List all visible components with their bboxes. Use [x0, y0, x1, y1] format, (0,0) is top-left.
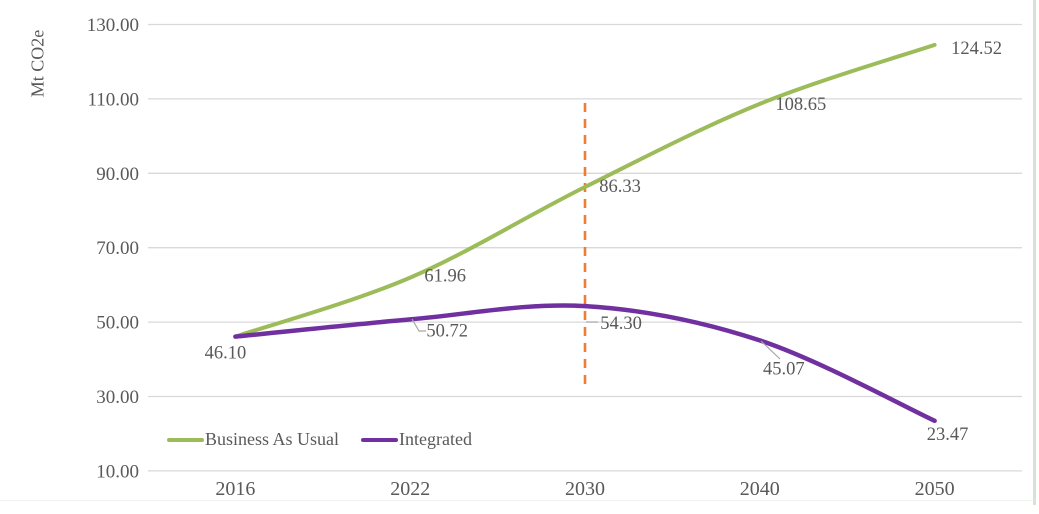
- legend-swatch-business-as-usual-icon: [167, 437, 204, 442]
- svg-text:50.00: 50.00: [96, 313, 139, 334]
- legend-label-business-as-usual: Business As Usual: [205, 429, 340, 449]
- series-line-business-as-usual[interactable]: [233, 42, 937, 339]
- svg-text:45.07: 45.07: [763, 359, 805, 379]
- slide-bottom-border: [0, 500, 1036, 501]
- svg-text:50.72: 50.72: [426, 321, 468, 341]
- svg-text:46.10: 46.10: [205, 344, 247, 364]
- legend: Business As Usual Integrated: [167, 429, 472, 450]
- svg-text:61.96: 61.96: [424, 267, 466, 287]
- svg-text:86.33: 86.33: [599, 177, 641, 197]
- svg-text:2016: 2016: [215, 478, 255, 500]
- svg-text:90.00: 90.00: [96, 164, 139, 185]
- legend-label-integrated: Integrated: [399, 429, 472, 449]
- svg-text:124.52: 124.52: [951, 39, 1002, 59]
- svg-text:130.00: 130.00: [87, 15, 139, 36]
- data-labels: 46.10 61.96 86.33 108.65 124.52 50.72 54.30 45.…: [205, 39, 1002, 445]
- x-axis-tick-labels: 2016 2022 2030 2040 2050: [215, 478, 954, 500]
- svg-text:110.00: 110.00: [87, 89, 139, 110]
- legend-item-business-as-usual[interactable]: Business As Usual: [167, 429, 339, 450]
- slide-right-border: [1033, 0, 1036, 505]
- svg-text:2022: 2022: [390, 478, 430, 500]
- svg-text:70.00: 70.00: [96, 238, 139, 259]
- data-label-leader-lines: [411, 318, 781, 360]
- svg-text:2030: 2030: [565, 478, 605, 500]
- svg-text:108.65: 108.65: [775, 95, 826, 115]
- svg-text:2050: 2050: [915, 478, 955, 500]
- series-line-integrated[interactable]: [233, 303, 937, 424]
- legend-swatch-integrated-icon: [361, 437, 399, 442]
- svg-text:2040: 2040: [740, 478, 780, 500]
- svg-text:30.00: 30.00: [96, 387, 139, 408]
- svg-text:54.30: 54.30: [600, 314, 642, 334]
- svg-text:23.47: 23.47: [927, 425, 969, 445]
- y-axis-tick-labels: 130.00 110.00 90.00 70.00 50.00 30.00 10.00: [87, 15, 139, 482]
- legend-item-integrated[interactable]: Integrated: [361, 429, 472, 450]
- svg-text:10.00: 10.00: [96, 461, 139, 482]
